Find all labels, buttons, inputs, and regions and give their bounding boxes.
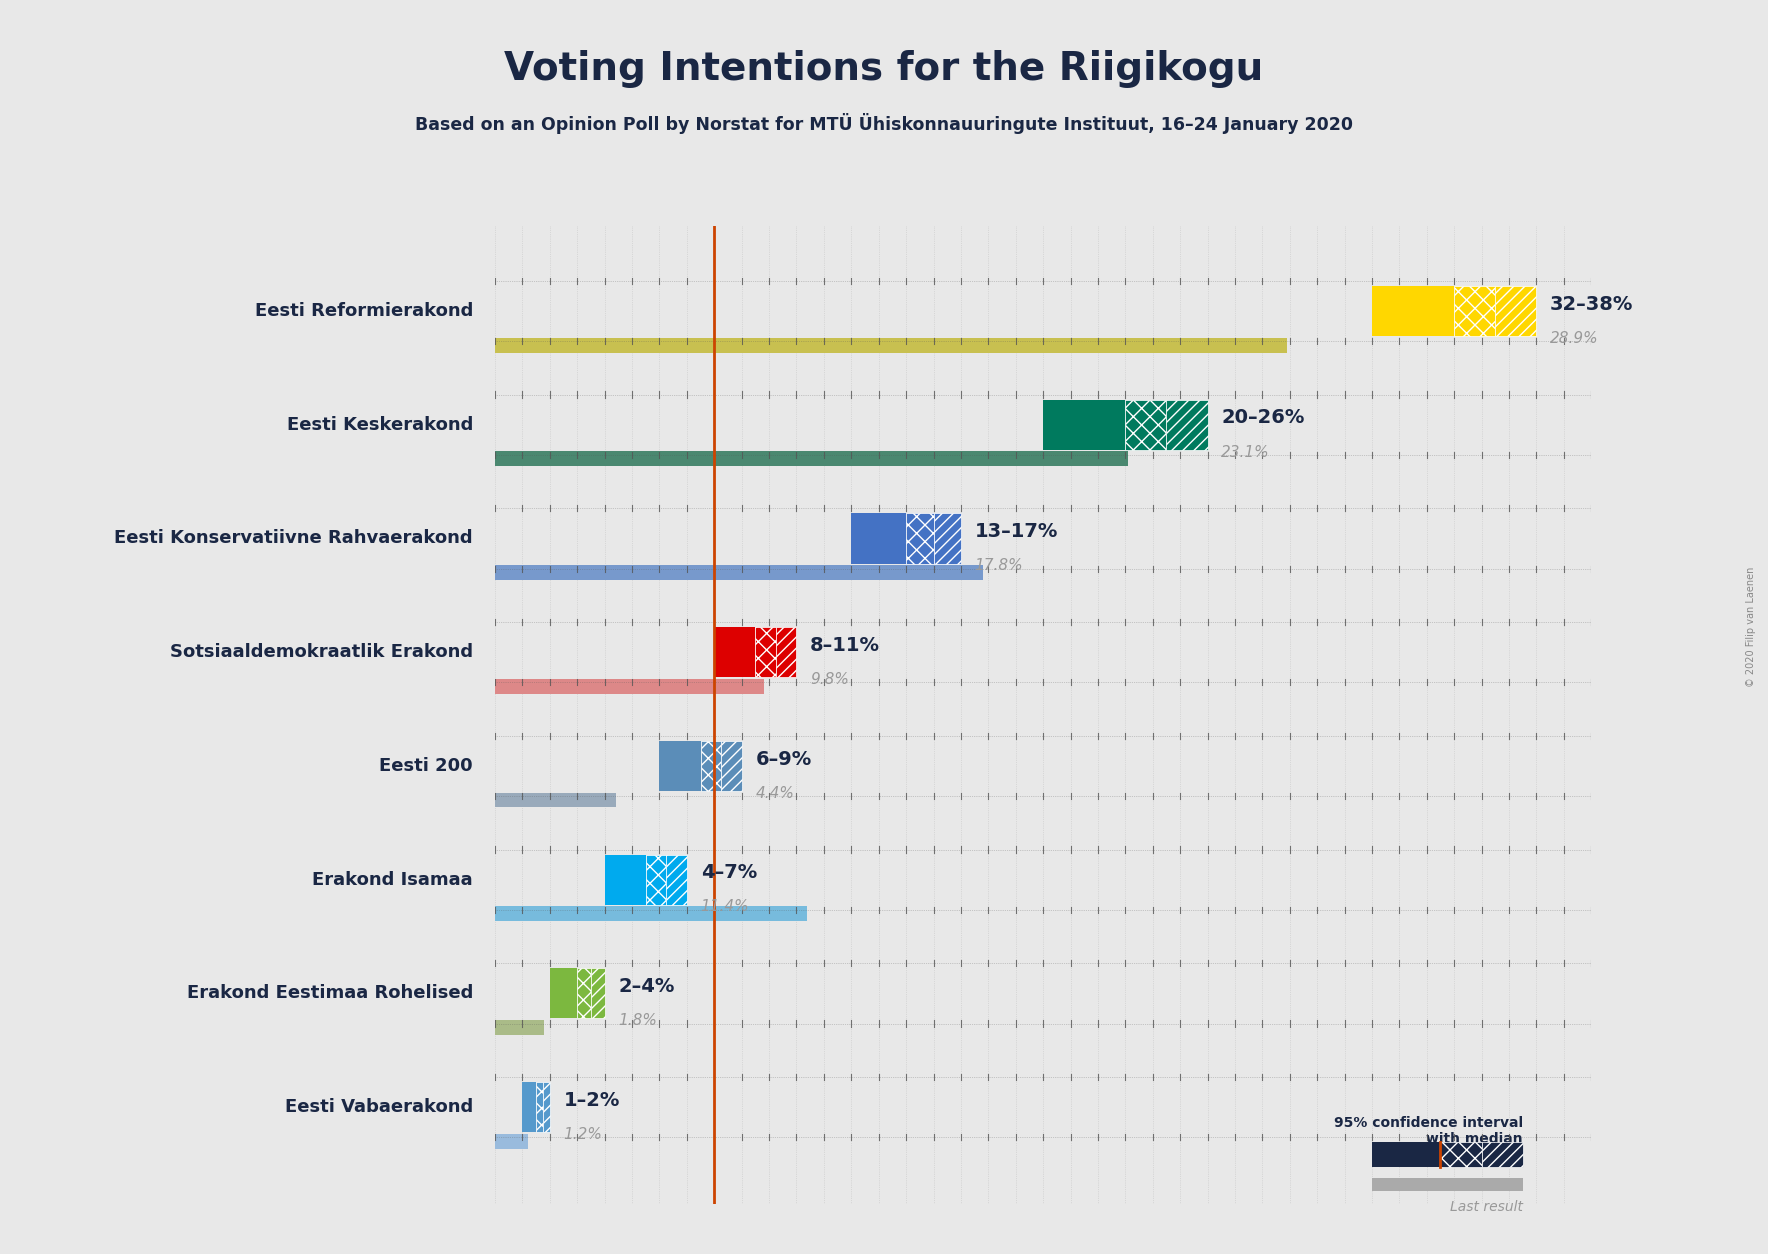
Text: Eesti Konservatiivne Rahvaerakond: Eesti Konservatiivne Rahvaerakond (115, 529, 474, 548)
Bar (1126, 400, 1167, 450)
Bar (1167, 400, 1208, 450)
Bar (495, 337, 1287, 352)
Bar (543, 1082, 550, 1132)
Text: 1.8%: 1.8% (619, 1013, 658, 1028)
Text: 32–38%: 32–38% (1551, 295, 1634, 314)
Bar (550, 968, 578, 1018)
Text: 23.1%: 23.1% (1222, 445, 1269, 459)
Bar (1496, 286, 1536, 336)
Bar (495, 907, 808, 922)
Bar (700, 741, 721, 791)
Text: 1–2%: 1–2% (564, 1091, 621, 1110)
Text: 4–7%: 4–7% (700, 863, 757, 883)
Text: Erakond Eestimaa Rohelised: Erakond Eestimaa Rohelised (187, 984, 474, 1002)
Bar (755, 627, 776, 677)
Text: 1.2%: 1.2% (564, 1127, 603, 1142)
Text: 13–17%: 13–17% (974, 522, 1057, 542)
Bar (659, 741, 700, 791)
Bar (605, 855, 645, 904)
Text: Erakond Isamaa: Erakond Isamaa (313, 870, 474, 889)
Text: 20–26%: 20–26% (1222, 409, 1305, 428)
Bar (495, 1021, 545, 1035)
Text: 8–11%: 8–11% (810, 636, 880, 655)
Bar (645, 855, 667, 904)
Bar (1455, 286, 1496, 336)
Bar (495, 793, 615, 808)
Bar (1372, 1178, 1522, 1191)
Text: Based on an Opinion Poll by Norstat for MTÜ Ühiskonnauuringute Instituut, 16–24 : Based on an Opinion Poll by Norstat for … (415, 113, 1353, 134)
Bar (1441, 1142, 1482, 1167)
Bar (1482, 1142, 1522, 1167)
Bar (536, 1082, 543, 1132)
Bar (776, 627, 797, 677)
Text: 11.4%: 11.4% (700, 899, 750, 914)
Text: 95% confidence interval
with median: 95% confidence interval with median (1333, 1116, 1522, 1146)
Bar (1043, 400, 1126, 450)
Text: 6–9%: 6–9% (755, 750, 812, 769)
Bar (495, 451, 1128, 466)
Text: 2–4%: 2–4% (619, 977, 675, 996)
Text: © 2020 Filip van Laenen: © 2020 Filip van Laenen (1745, 567, 1756, 687)
Text: Eesti Reformierakond: Eesti Reformierakond (255, 302, 474, 320)
Bar (714, 627, 755, 677)
Text: Last result: Last result (1450, 1200, 1522, 1214)
Text: Eesti 200: Eesti 200 (380, 757, 474, 775)
Text: 17.8%: 17.8% (974, 558, 1024, 573)
Bar (1372, 1142, 1441, 1167)
Bar (578, 968, 591, 1018)
Bar (907, 513, 934, 563)
Bar (934, 513, 962, 563)
Text: Voting Intentions for the Riigikogu: Voting Intentions for the Riigikogu (504, 50, 1264, 88)
Bar (495, 678, 764, 693)
Text: Eesti Keskerakond: Eesti Keskerakond (286, 416, 474, 434)
Bar (591, 968, 605, 1018)
Text: 9.8%: 9.8% (810, 672, 849, 687)
Text: Sotsiaaldemokraatlik Erakond: Sotsiaaldemokraatlik Erakond (170, 643, 474, 661)
Bar (495, 1134, 529, 1149)
Text: Eesti Vabaerakond: Eesti Vabaerakond (285, 1099, 474, 1116)
Bar (495, 566, 983, 581)
Text: 4.4%: 4.4% (755, 786, 794, 801)
Bar (721, 741, 743, 791)
Bar (852, 513, 907, 563)
Text: 28.9%: 28.9% (1551, 331, 1598, 346)
Bar (523, 1082, 536, 1132)
Bar (667, 855, 688, 904)
Bar (1372, 286, 1455, 336)
